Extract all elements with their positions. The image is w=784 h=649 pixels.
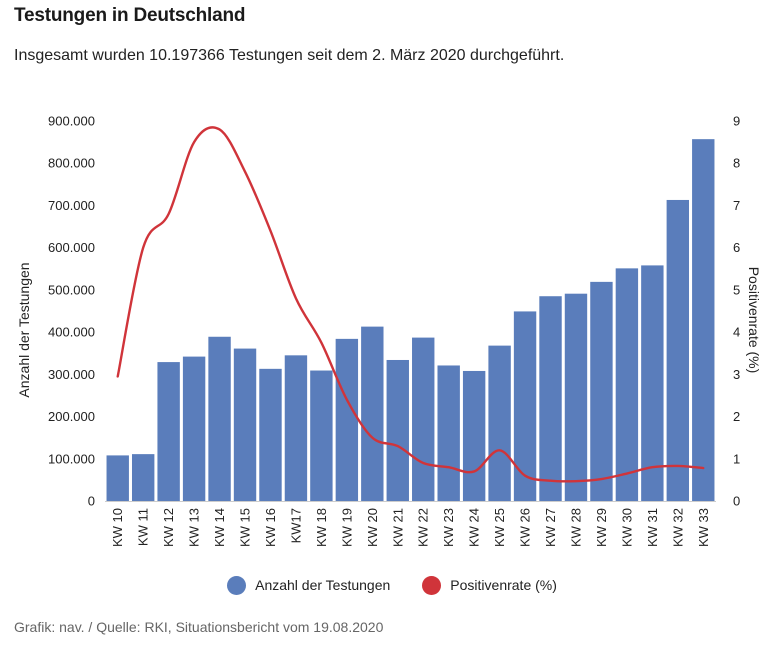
x-tick-label: KW 30	[619, 508, 634, 547]
y-tick-label: 400.000	[48, 325, 95, 340]
y2-tick-label: 3	[733, 367, 740, 382]
bar-12	[412, 337, 435, 501]
y-tick-label: 100.000	[48, 451, 95, 466]
y2-tick-label: 6	[733, 240, 740, 255]
x-tick-label: KW 16	[263, 508, 278, 547]
y-tick-label: 0	[88, 494, 95, 509]
x-tick-label: KW 24	[467, 508, 482, 547]
x-tick-label: KW 18	[314, 508, 329, 547]
x-tick-label: KW 27	[543, 508, 558, 547]
y-tick-label: 700.000	[48, 198, 95, 213]
positivity-rate-line	[116, 126, 705, 483]
bar-2	[157, 362, 180, 501]
chart-subtitle: Insgesamt wurden 10.197366 Testungen sei…	[14, 47, 565, 64]
legend-swatch-rate	[422, 575, 442, 595]
bar-23	[692, 139, 715, 501]
bar-17	[539, 296, 562, 501]
x-tick-label: KW 12	[161, 508, 176, 547]
bar-13	[437, 365, 460, 501]
y2-axis-title: Positivenrate (%)	[746, 267, 762, 374]
y-tick-label: 900.000	[48, 114, 95, 129]
bar-14	[462, 370, 486, 501]
y2-tick-label: 9	[733, 114, 740, 129]
x-tick-label: KW 28	[568, 508, 583, 547]
x-axis: KW 10 KW 11 KW 12 KW 13 KW 14 KW 15 KW 16 KW17 K…	[110, 508, 711, 547]
bar-3	[182, 356, 206, 501]
bar-18	[564, 293, 588, 501]
bar-15	[488, 345, 511, 501]
x-tick-label: KW 26	[518, 508, 533, 547]
y2-tick-label: 8	[733, 156, 740, 171]
chart-canvas: 0 100.000 200.000 300.000 400.000 500.000 600.…	[16, 114, 762, 548]
bar-9	[335, 338, 359, 501]
bar-1	[131, 454, 155, 501]
bar-22	[666, 199, 690, 501]
bars-group	[106, 139, 715, 501]
x-tick-label: KW 22	[416, 508, 431, 547]
y2-tick-label: 2	[733, 409, 740, 424]
x-tick-label: KW 19	[339, 508, 354, 547]
x-tick-label: KW17	[288, 508, 303, 543]
bar-19	[590, 281, 613, 501]
bar-10	[361, 326, 384, 501]
y2-tick-label: 7	[733, 198, 740, 213]
bar-5	[233, 348, 257, 501]
bar-21	[641, 265, 664, 501]
y-tick-label: 300.000	[48, 367, 95, 382]
x-tick-label: KW 33	[696, 508, 711, 547]
legend-swatch-tests	[227, 575, 247, 595]
y-axis-title: Anzahl der Testungen	[16, 262, 32, 397]
x-tick-label: KW 31	[645, 508, 660, 547]
x-tick-label: KW 11	[136, 508, 151, 546]
y2-tick-label: 5	[733, 282, 740, 297]
x-tick-label: KW 25	[492, 508, 507, 547]
y2-tick-label: 4	[733, 325, 740, 340]
legend-item-rate: Positivenrate (%)	[422, 575, 557, 595]
y-axis-left: 0 100.000 200.000 300.000 400.000 500.000 600.…	[48, 114, 95, 509]
bar-6	[259, 368, 282, 501]
legend-label-tests: Anzahl der Testungen	[255, 577, 391, 593]
x-tick-label: KW 13	[187, 508, 202, 547]
source-note: Grafik: nav. / Quelle: RKI, Situationsbe…	[14, 619, 384, 635]
bar-16	[513, 311, 537, 501]
bar-7	[284, 355, 308, 501]
y-tick-label: 200.000	[48, 409, 95, 424]
x-tick-label: KW 23	[441, 508, 456, 547]
x-tick-label: KW 29	[594, 508, 609, 547]
bar-0	[106, 455, 129, 501]
x-tick-label: KW 15	[238, 508, 253, 547]
bar-20	[615, 268, 639, 501]
y-axis-right: 0 1 2 3 4 5 6 7 8 9	[733, 114, 740, 509]
chart-title: Testungen in Deutschland	[14, 5, 246, 26]
y-tick-label: 600.000	[48, 240, 95, 255]
x-tick-label: KW 20	[365, 508, 380, 547]
x-tick-label: KW 21	[390, 508, 405, 547]
y-tick-label: 800.000	[48, 156, 95, 171]
y2-tick-label: 1	[733, 451, 740, 466]
bar-4	[208, 336, 231, 501]
y2-tick-label: 0	[733, 494, 740, 509]
y-tick-label: 500.000	[48, 282, 95, 297]
x-tick-label: KW 32	[670, 508, 685, 547]
x-tick-label: KW 14	[212, 508, 227, 547]
bar-11	[386, 359, 409, 501]
legend: Anzahl der Testungen Positivenrate (%)	[0, 573, 784, 597]
bar-8	[310, 370, 333, 501]
legend-item-tests: Anzahl der Testungen	[227, 575, 391, 595]
x-tick-label: KW 10	[110, 508, 125, 547]
legend-label-rate: Positivenrate (%)	[450, 577, 557, 593]
